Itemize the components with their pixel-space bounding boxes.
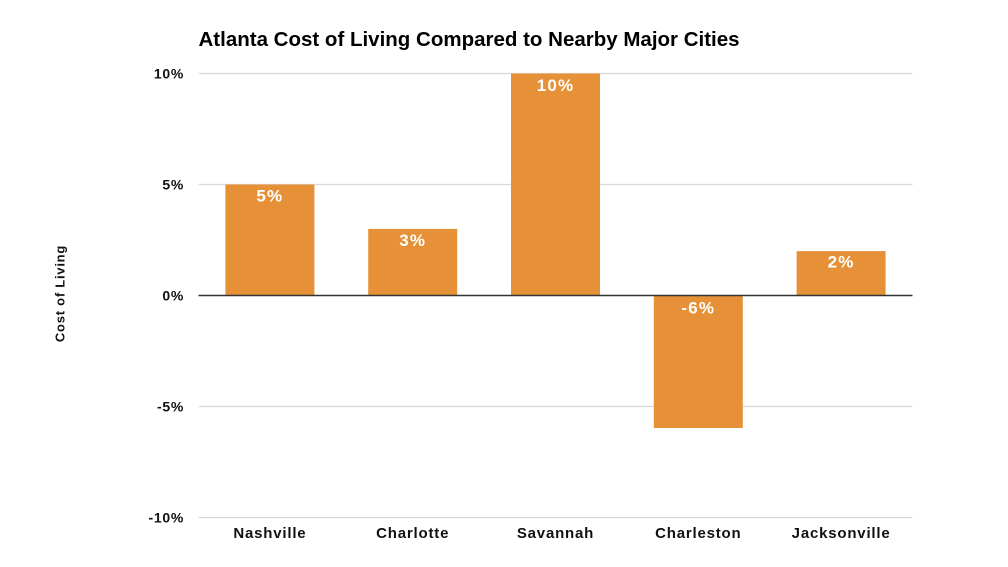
svg-text:10%: 10% [154, 65, 184, 81]
svg-text:Cost of Living: Cost of Living [53, 245, 68, 342]
svg-text:-5%: -5% [157, 398, 184, 414]
svg-text:0%: 0% [162, 287, 184, 303]
svg-text:Charlotte: Charlotte [376, 525, 449, 542]
svg-text:Savannah: Savannah [517, 525, 594, 542]
svg-text:-10%: -10% [149, 509, 184, 525]
svg-text:Nashville: Nashville [233, 525, 306, 542]
svg-text:10%: 10% [537, 76, 575, 95]
svg-text:5%: 5% [162, 176, 184, 192]
svg-text:-6%: -6% [681, 299, 715, 318]
svg-text:3%: 3% [399, 231, 426, 250]
svg-text:5%: 5% [256, 186, 283, 205]
svg-text:Atlanta Cost of Living Compare: Atlanta Cost of Living Compared to Nearb… [199, 28, 740, 51]
svg-text:Charleston: Charleston [655, 525, 741, 542]
svg-text:2%: 2% [828, 253, 855, 272]
svg-text:Jacksonville: Jacksonville [792, 525, 891, 542]
